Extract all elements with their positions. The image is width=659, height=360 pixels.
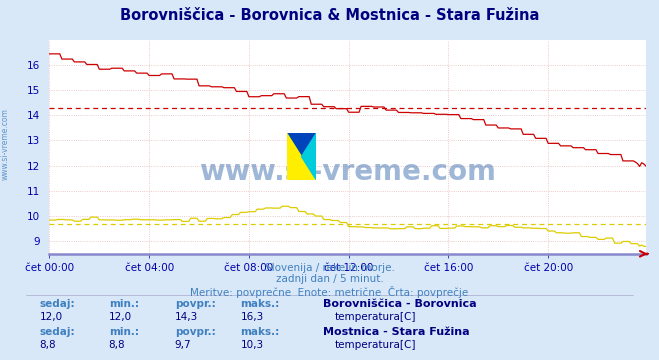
Text: www.si-vreme.com: www.si-vreme.com — [199, 158, 496, 186]
Text: 10,3: 10,3 — [241, 340, 264, 350]
Text: temperatura[C]: temperatura[C] — [335, 312, 416, 322]
Text: 12,0: 12,0 — [109, 312, 132, 322]
Text: 12,0: 12,0 — [40, 312, 63, 322]
Text: 9,7: 9,7 — [175, 340, 191, 350]
Polygon shape — [302, 133, 316, 180]
Text: Mostnica - Stara Fužina: Mostnica - Stara Fužina — [323, 327, 469, 337]
Text: zadnji dan / 5 minut.: zadnji dan / 5 minut. — [275, 274, 384, 284]
Text: temperatura[C]: temperatura[C] — [335, 340, 416, 350]
Text: Slovenija / reke in morje.: Slovenija / reke in morje. — [264, 263, 395, 273]
Text: sedaj:: sedaj: — [40, 299, 75, 309]
Text: 8,8: 8,8 — [109, 340, 125, 350]
Text: maks.:: maks.: — [241, 327, 280, 337]
Text: maks.:: maks.: — [241, 299, 280, 309]
Text: www.si-vreme.com: www.si-vreme.com — [1, 108, 10, 180]
Polygon shape — [287, 133, 316, 180]
Text: sedaj:: sedaj: — [40, 327, 75, 337]
Text: Meritve: povprečne  Enote: metrične  Črta: povprečje: Meritve: povprečne Enote: metrične Črta:… — [190, 286, 469, 298]
Text: Borovniščica - Borovnica: Borovniščica - Borovnica — [323, 299, 476, 309]
Polygon shape — [287, 133, 316, 180]
Text: min.:: min.: — [109, 299, 139, 309]
Text: Borovniščica - Borovnica & Mostnica - Stara Fužina: Borovniščica - Borovnica & Mostnica - St… — [120, 8, 539, 23]
Text: min.:: min.: — [109, 327, 139, 337]
Text: povpr.:: povpr.: — [175, 327, 215, 337]
Text: 16,3: 16,3 — [241, 312, 264, 322]
Text: povpr.:: povpr.: — [175, 299, 215, 309]
Text: 8,8: 8,8 — [40, 340, 56, 350]
Text: 14,3: 14,3 — [175, 312, 198, 322]
